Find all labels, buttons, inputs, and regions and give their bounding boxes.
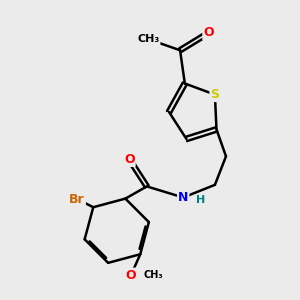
Text: Br: Br	[69, 193, 85, 206]
Text: S: S	[210, 88, 219, 101]
Text: O: O	[124, 153, 135, 166]
Text: CH₃: CH₃	[137, 34, 160, 44]
Text: N: N	[178, 191, 188, 204]
Text: CH₃: CH₃	[143, 270, 163, 280]
Text: O: O	[126, 268, 136, 282]
Text: O: O	[203, 26, 214, 39]
Text: H: H	[196, 195, 205, 205]
